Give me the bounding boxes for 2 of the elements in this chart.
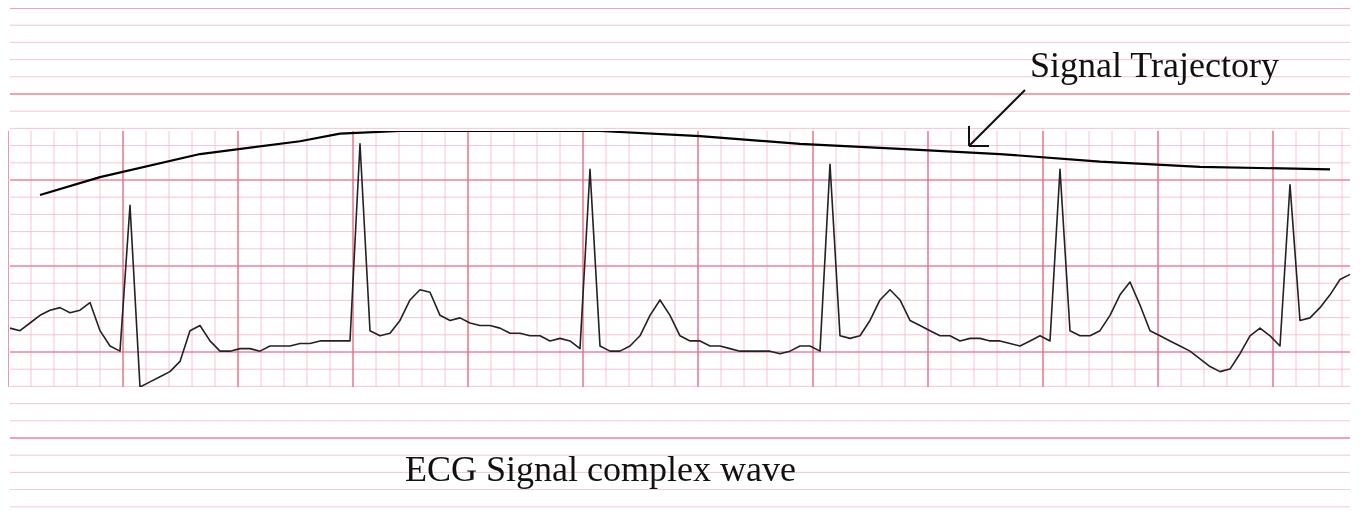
text: ECG Signal complex wave [405,448,796,490]
text: Signal Trajectory [1030,44,1279,86]
